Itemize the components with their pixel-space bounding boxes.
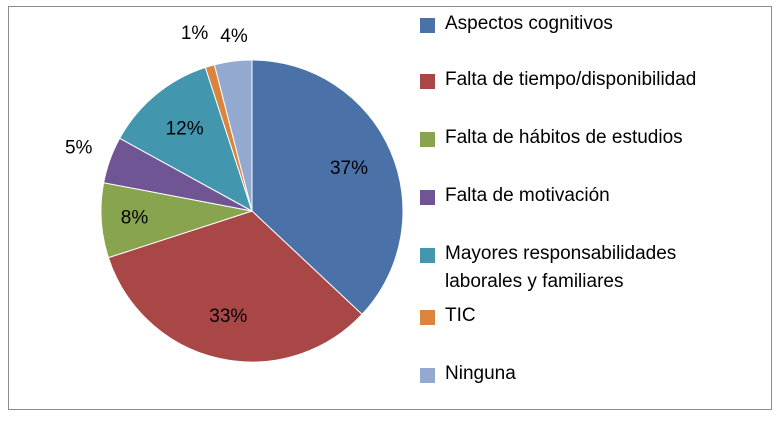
data-label-5: 12%: [166, 119, 204, 140]
legend-label: Ninguna: [445, 363, 516, 384]
legend-label: TIC: [445, 305, 476, 326]
legend-label: Aspectos cognitivos: [445, 13, 613, 34]
legend-item-4: Falta de motivación: [420, 185, 610, 210]
legend-swatch: [420, 368, 435, 383]
pie-slice-5: [119, 66, 253, 213]
legend-swatch: [420, 18, 435, 33]
legend-item-5: Mayores responsabilidades laborales y fa…: [420, 243, 735, 296]
legend-item-1: Aspectos cognitivos: [420, 13, 613, 38]
legend-item-7: Ninguna: [420, 363, 516, 388]
data-label-3: 8%: [121, 207, 149, 228]
data-label-6: 1%: [181, 23, 209, 44]
legend-label: Mayores responsabilidades laborales y fa…: [445, 243, 677, 292]
legend-item-2: Falta de tiempo/disponibilidad: [420, 69, 696, 94]
legend-swatch: [420, 74, 435, 89]
legend-label: Falta de tiempo/disponibilidad: [445, 69, 697, 90]
data-label-2: 33%: [209, 306, 247, 327]
legend-swatch: [420, 132, 435, 147]
pie-slice-1: [251, 59, 404, 316]
data-label-1: 37%: [330, 158, 368, 179]
legend-label: Falta de hábitos de estudios: [445, 127, 683, 148]
pie-slice-2: [107, 210, 363, 363]
legend-item-6: TIC: [420, 305, 476, 330]
data-label-4: 5%: [65, 138, 93, 159]
legend-label: Falta de motivación: [445, 185, 610, 206]
legend-item-3: Falta de hábitos de estudios: [420, 127, 683, 152]
legend-swatch: [420, 310, 435, 325]
pie-slice-7: [213, 59, 253, 212]
data-label-7: 4%: [220, 26, 248, 47]
legend-swatch: [420, 248, 435, 263]
legend-swatch: [420, 190, 435, 205]
